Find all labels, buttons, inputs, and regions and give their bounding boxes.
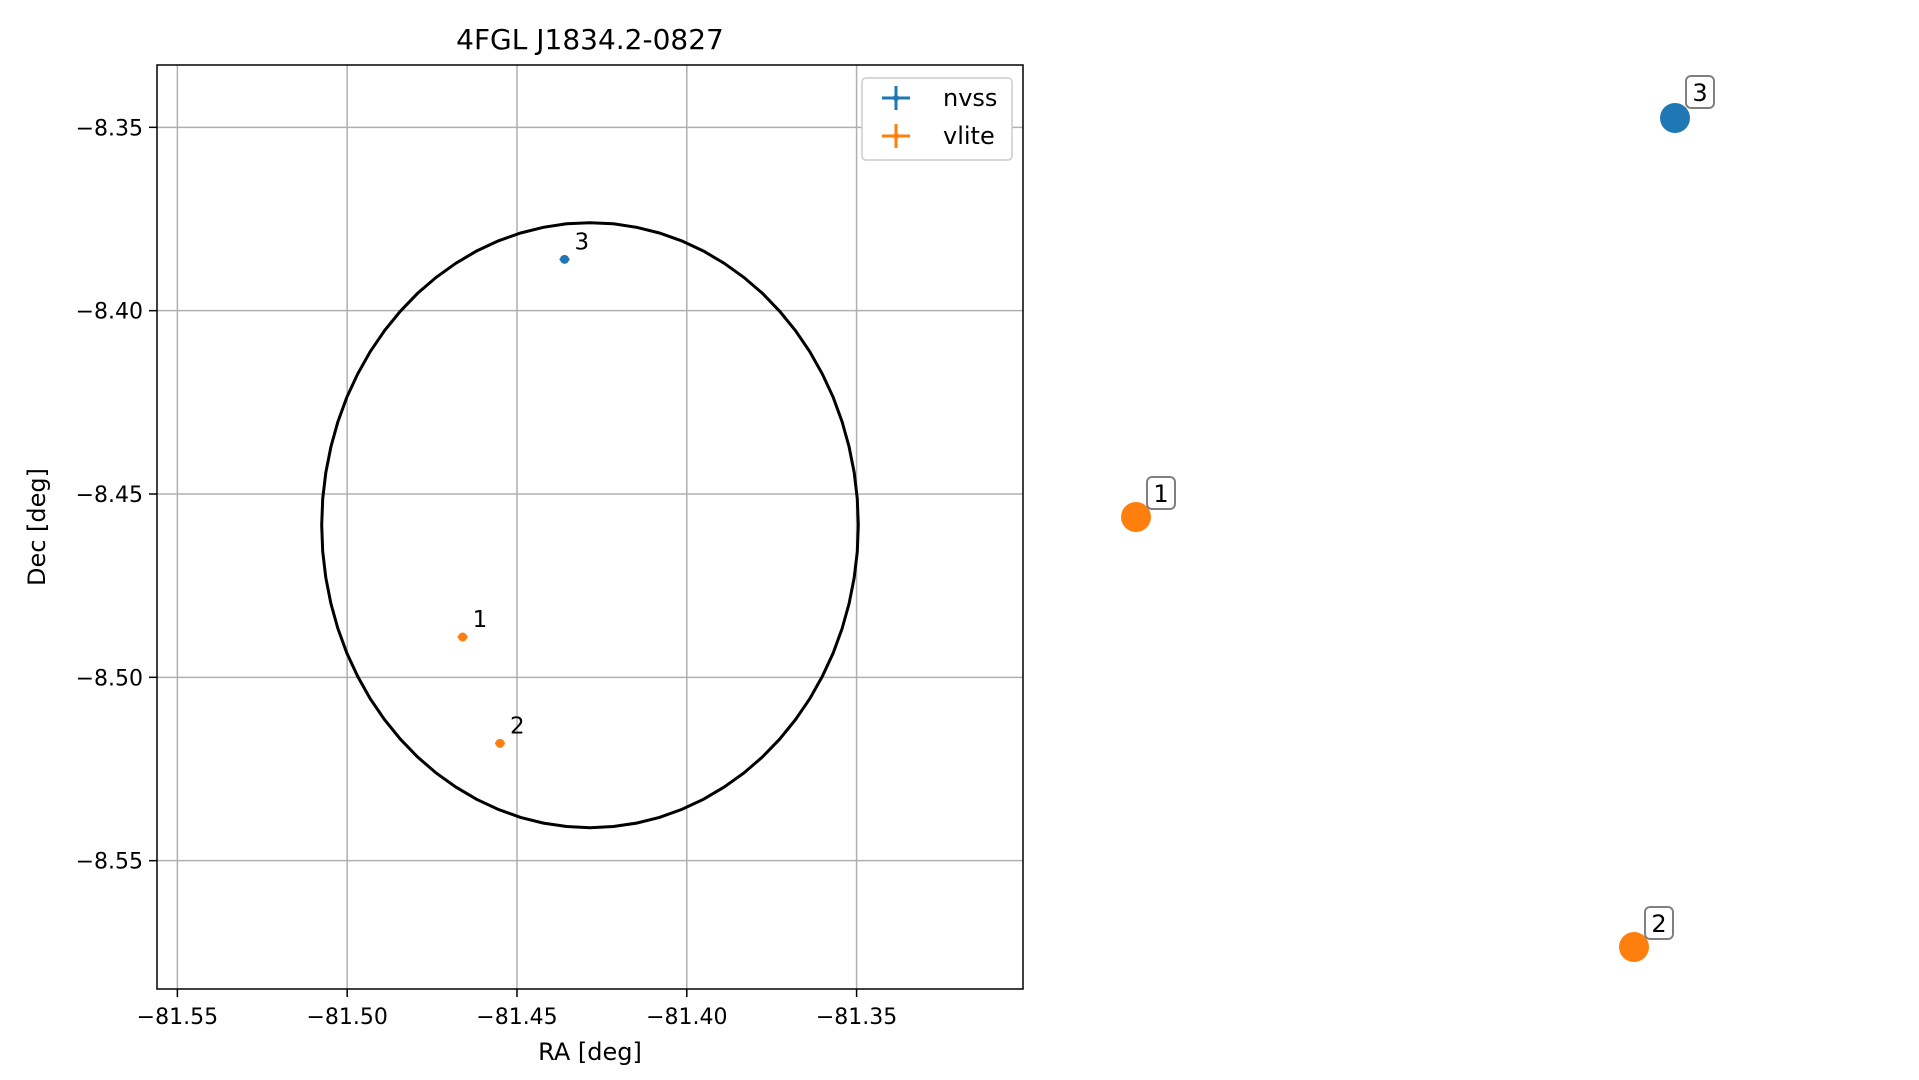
side-marker-badge-1 <box>1146 476 1176 510</box>
x-axis-ticks: −81.55 −81.50 −81.45 −81.40 −81.35 <box>137 989 897 1030</box>
y-tick-label: −8.55 <box>76 850 143 875</box>
error-ellipse <box>320 221 860 830</box>
plot-frame <box>156 64 1024 990</box>
point-label: 1 <box>473 607 488 633</box>
side-marker-dot-1 <box>1121 502 1151 532</box>
y-tick-label: −8.45 <box>76 483 143 508</box>
x-axis-label: RA [deg] <box>538 1038 642 1066</box>
side-marker-label-2: 2 <box>1651 910 1666 938</box>
side-marker-2: 2 <box>1619 906 1674 962</box>
legend-label-nvss: nvss <box>943 84 997 112</box>
y-tick-label: −8.40 <box>76 300 143 325</box>
side-marker-badge-2 <box>1644 906 1674 940</box>
legend-marker-nvss <box>882 86 910 110</box>
x-tick-label: −81.40 <box>646 1005 727 1030</box>
point-label: 2 <box>510 713 525 739</box>
plot-background <box>157 65 1023 989</box>
side-marker-dot-2 <box>1619 932 1649 962</box>
x-tick-label: −81.35 <box>816 1005 897 1030</box>
legend-marker-vlite <box>882 124 910 148</box>
data-points-layer: 3 1 2 <box>457 229 590 748</box>
error-ellipse-layer <box>320 221 860 830</box>
side-marker-3: 3 <box>1660 75 1715 133</box>
legend: nvss vlite <box>861 77 1013 161</box>
side-marker-1: 1 <box>1121 476 1176 532</box>
grid-lines <box>157 65 1023 989</box>
point-label: 3 <box>575 229 590 255</box>
data-point-vlite-2: 2 <box>495 713 525 748</box>
y-axis-label: Dec [deg] <box>23 468 51 586</box>
plot-area: 3 1 2 <box>156 64 1024 990</box>
y-axis-ticks: −8.35 −8.40 −8.45 −8.50 −8.55 <box>76 116 157 875</box>
point-marker <box>495 738 505 748</box>
data-point-nvss-3: 3 <box>559 229 590 264</box>
side-marker-badge-3 <box>1685 75 1715 109</box>
side-marker-panel: 1 2 3 <box>1121 75 1715 962</box>
side-marker-dot-3 <box>1660 103 1690 133</box>
x-tick-label: −81.50 <box>306 1005 387 1030</box>
data-point-vlite-1: 1 <box>457 607 488 642</box>
side-marker-label-1: 1 <box>1153 480 1168 508</box>
chart-title: 4FGL J1834.2-0827 <box>456 23 724 56</box>
legend-entry-vlite: vlite <box>882 122 995 150</box>
point-marker <box>458 632 468 642</box>
legend-label-vlite: vlite <box>943 122 995 150</box>
legend-entry-nvss: nvss <box>882 84 997 112</box>
y-tick-label: −8.35 <box>76 116 143 141</box>
y-tick-label: −8.50 <box>76 666 143 691</box>
x-tick-label: −81.55 <box>137 1005 218 1030</box>
x-tick-label: −81.45 <box>476 1005 557 1030</box>
side-marker-label-3: 3 <box>1692 79 1707 107</box>
point-marker <box>560 254 570 264</box>
